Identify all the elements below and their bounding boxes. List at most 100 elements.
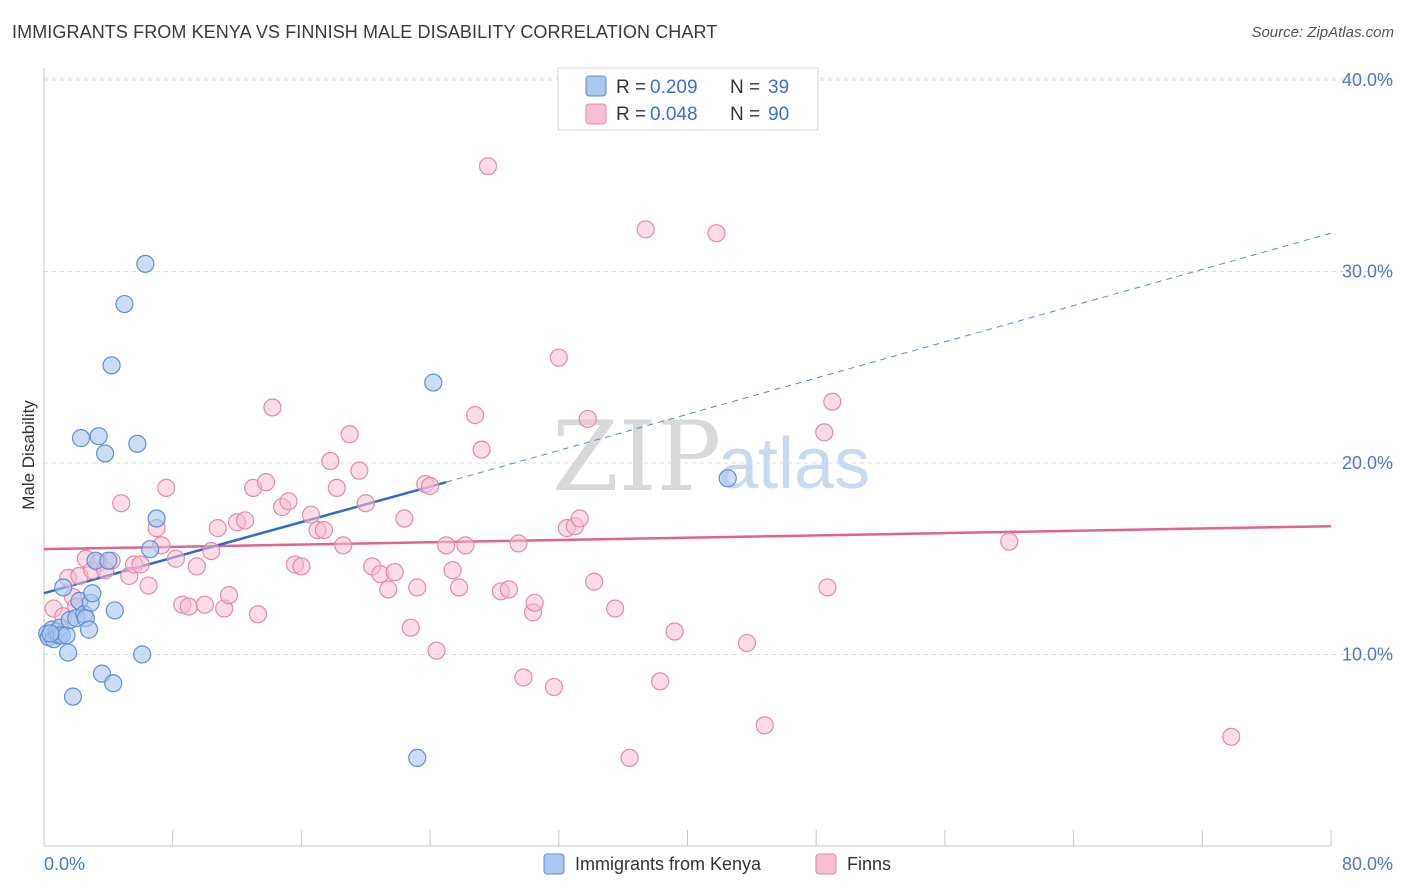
finns-point-61 <box>466 406 485 425</box>
series-legend: Immigrants from Kenya Finns <box>543 853 891 875</box>
y-tick-label-1: 20.0% <box>1342 453 1393 473</box>
finns-point-69 <box>525 593 544 612</box>
finns-point-63 <box>478 157 498 176</box>
legend-n-value-finns: 90 <box>768 104 789 125</box>
kenya-point-28 <box>105 601 124 620</box>
finns-point-52 <box>401 618 420 637</box>
finns-point-50 <box>385 563 404 582</box>
finns-point-79 <box>636 220 655 239</box>
finns-point-56 <box>427 641 446 660</box>
finns-point-82 <box>707 224 726 243</box>
legend-n-value-kenya: 39 <box>768 77 789 98</box>
x-tick-labels: 0.0% 80.0% <box>44 854 1393 874</box>
finns-point-35 <box>279 492 298 511</box>
finns-point-67 <box>514 668 533 687</box>
kenya-trend-extension <box>446 232 1332 483</box>
finns-point-59 <box>449 578 469 597</box>
finns-trend-line <box>43 524 1332 551</box>
finns-point-15 <box>139 576 158 595</box>
finns-point-88 <box>1000 532 1019 551</box>
finns-point-80 <box>651 672 670 691</box>
kenya-point-33 <box>141 540 160 559</box>
finns-point-87 <box>823 392 842 411</box>
finns-point-27 <box>219 586 239 605</box>
kenya-point-12 <box>63 687 83 706</box>
finns-point-42 <box>327 478 346 497</box>
finns-point-70 <box>544 677 564 697</box>
finns-point-29 <box>235 511 255 530</box>
chart-title: IMMIGRANTS FROM KENYA VS FINNISH MALE DI… <box>12 22 718 42</box>
finns-point-37 <box>292 557 311 576</box>
watermark: ZIP atlas <box>552 401 870 513</box>
finns-point-76 <box>585 572 604 591</box>
finns-point-32 <box>256 473 276 492</box>
finns-point-45 <box>350 461 369 480</box>
kenya-point-36 <box>424 373 443 392</box>
kenya-point-22 <box>89 427 108 446</box>
source-note: Source: ZipAtlas.com <box>1251 24 1394 41</box>
finns-point-11 <box>112 494 131 513</box>
finns-point-31 <box>248 605 268 624</box>
y-axis-label: Male Disability <box>19 400 38 510</box>
bottom-legend-swatch-finns <box>815 853 837 875</box>
finns-point-77 <box>606 599 625 618</box>
finns-point-85 <box>818 578 837 597</box>
legend-swatch-finns <box>585 103 607 125</box>
finns-point-58 <box>443 561 462 580</box>
watermark-atlas: atlas <box>718 424 870 504</box>
finns-point-60 <box>456 536 475 555</box>
bottom-legend-kenya: Immigrants from Kenya <box>575 854 762 874</box>
legend-r-label-finns: R = <box>616 104 646 125</box>
y-tick-label-0: 10.0% <box>1342 645 1393 665</box>
x-tick-label-0: 0.0% <box>44 854 85 874</box>
finns-point-62 <box>472 440 491 459</box>
kenya-point-20 <box>83 584 102 603</box>
finns-point-65 <box>499 580 519 599</box>
finns-point-81 <box>665 622 684 641</box>
finns-point-43 <box>334 536 353 555</box>
finns-point-22 <box>187 557 206 576</box>
kenya-point-30 <box>128 434 147 453</box>
stats-legend: R = 0.209 N = 39 R = 0.048 N = 90 <box>557 67 819 131</box>
legend-r-value-finns: 0.048 <box>650 104 698 125</box>
kenya-point-24 <box>96 444 115 463</box>
finns-point-74 <box>570 509 589 528</box>
finns-point-89 <box>1222 727 1241 746</box>
legend-n-label-kenya: N = <box>730 77 760 98</box>
finns-point-75 <box>578 409 597 429</box>
finns-point-44 <box>340 425 359 444</box>
finns-point-41 <box>321 451 340 471</box>
legend-r-label-kenya: R = <box>616 77 646 98</box>
kenya-point-29 <box>115 294 134 314</box>
finns-point-66 <box>509 534 528 553</box>
finns-point-55 <box>421 476 440 496</box>
kenya-point-35 <box>408 748 427 768</box>
finns-point-53 <box>408 578 427 597</box>
finns-point-51 <box>395 509 414 528</box>
kenya-point-38 <box>41 624 60 643</box>
finns-point-46 <box>356 494 375 513</box>
finns-point-40 <box>314 520 334 540</box>
kenya-point-15 <box>71 429 91 448</box>
finns-point-71 <box>549 348 568 367</box>
axes <box>43 68 1332 847</box>
x-tick-label-1: 80.0% <box>1342 854 1393 874</box>
watermark-zip: ZIP <box>552 401 721 513</box>
grid-lines <box>44 77 1392 655</box>
kenya-point-34 <box>147 509 166 528</box>
kenya-point-25 <box>99 551 118 570</box>
finns-point-83 <box>737 633 757 653</box>
finns-point-57 <box>437 536 456 555</box>
legend-swatch-kenya <box>585 75 607 97</box>
finns-point-78 <box>620 748 639 768</box>
kenya-point-32 <box>136 254 155 273</box>
finns-point-19 <box>166 549 186 568</box>
bottom-legend-swatch-kenya <box>543 853 565 875</box>
kenya-point-27 <box>104 674 123 693</box>
finns-point-86 <box>815 423 834 442</box>
kenya-point-18 <box>79 620 99 639</box>
kenya-point-8 <box>54 578 73 597</box>
finns-point-84 <box>755 716 774 735</box>
legend-r-value-kenya: 0.209 <box>650 77 698 98</box>
